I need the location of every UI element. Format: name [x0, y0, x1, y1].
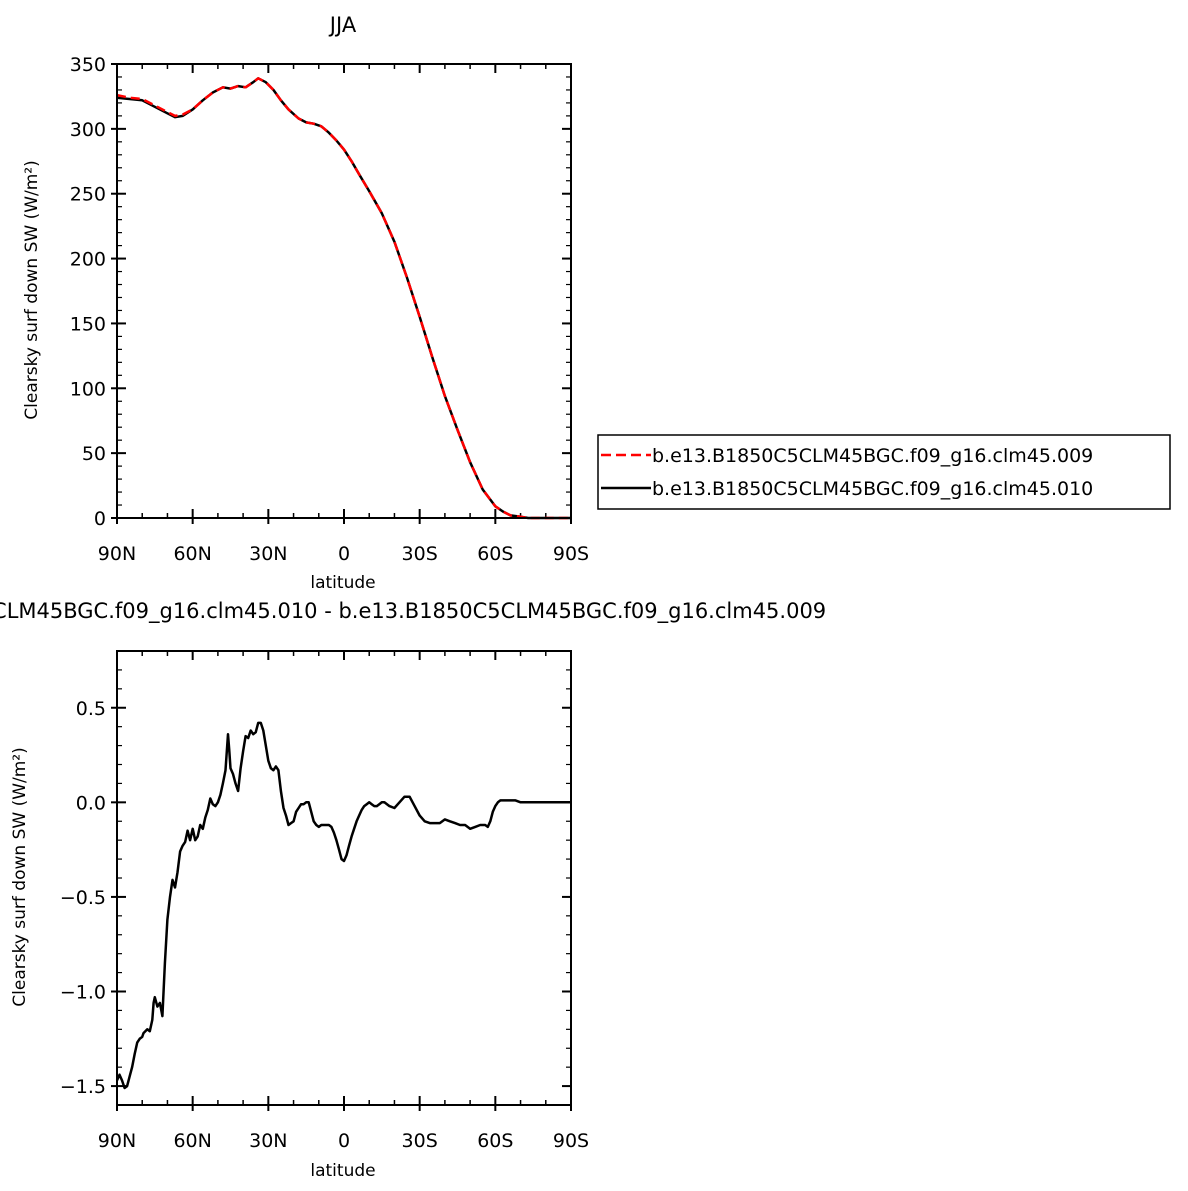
- bottom-panel: b.e13.B1850C5CLM45BGC.f09_g16.clm45.010 …: [0, 599, 826, 1181]
- bottom-series-line-0: [115, 721, 571, 1090]
- top-y-axis-label: Clearsky surf down SW (W/m²): [22, 160, 42, 419]
- top-x-tick-label: 60S: [477, 543, 513, 565]
- top-panel: JJA Clearsky surf down SW (W/m²) latitud…: [22, 13, 1171, 593]
- top-x-axis-label: latitude: [310, 573, 375, 593]
- top-axis-ticks: [111, 63, 572, 524]
- top-x-tick-label: 90N: [98, 543, 136, 565]
- legend-label-010: b.e13.B1850C5CLM45BGC.f09_g16.clm45.010: [652, 478, 1093, 500]
- bottom-y-tick-label: 0.5: [76, 698, 106, 720]
- top-x-tick-label: 30S: [402, 543, 438, 565]
- top-plot-frame: [116, 63, 572, 519]
- legend: b.e13.B1850C5CLM45BGC.f09_g16.clm45.009 …: [597, 434, 1171, 510]
- bottom-axis-ticks: [111, 650, 572, 1111]
- top-series-line-0: [116, 77, 571, 520]
- top-x-tick-label: 60N: [173, 543, 211, 565]
- bottom-chart-title: b.e13.B1850C5CLM45BGC.f09_g16.clm45.010 …: [0, 599, 826, 624]
- bottom-tick-labels: 90N 60N 30N 0 30S 60S 90S −1.5 −1.0 −0.5 0.0 0.5: [60, 698, 589, 1152]
- bottom-y-tick-label: −0.5: [60, 887, 106, 909]
- legend-label-009: b.e13.B1850C5CLM45BGC.f09_g16.clm45.009: [652, 445, 1093, 467]
- bottom-series-lines: [115, 721, 571, 1090]
- bottom-x-tick-label: 30N: [249, 1130, 287, 1152]
- bottom-x-tick-label: 30S: [402, 1130, 438, 1152]
- top-y-tick-label: 50: [82, 443, 106, 465]
- top-y-tick-label: 250: [70, 184, 106, 206]
- bottom-x-tick-label: 60S: [477, 1130, 513, 1152]
- bottom-plot-frame: [116, 650, 572, 1106]
- bottom-x-tick-label: 90N: [98, 1130, 136, 1152]
- top-y-tick-label: 150: [70, 313, 106, 335]
- bottom-x-tick-label: 60N: [173, 1130, 211, 1152]
- bottom-x-axis-label: latitude: [310, 1161, 375, 1181]
- top-tick-labels: 90N 60N 30N 0 30S 60S 90S 0 50 100 150 200 250 300 350: [70, 54, 589, 565]
- top-series-line-1: [116, 77, 571, 520]
- top-x-tick-label: 90S: [553, 543, 589, 565]
- top-y-tick-label: 300: [70, 119, 106, 141]
- top-x-tick-label: 30N: [249, 543, 287, 565]
- top-y-tick-label: 200: [70, 249, 106, 271]
- bottom-y-axis-label: Clearsky surf down SW (W/m²): [10, 747, 30, 1006]
- bottom-y-tick-label: 0.0: [76, 792, 106, 814]
- bottom-y-tick-label: −1.0: [60, 982, 106, 1004]
- top-y-tick-label: 350: [70, 54, 106, 76]
- bottom-y-tick-label: −1.5: [60, 1076, 106, 1098]
- top-y-tick-label: 0: [94, 508, 106, 530]
- top-chart-title: JJA: [328, 13, 357, 37]
- legend-box: [597, 434, 1171, 510]
- top-y-tick-label: 100: [70, 378, 106, 400]
- bottom-x-tick-label: 0: [338, 1130, 350, 1152]
- top-series-lines: [116, 77, 571, 520]
- top-x-tick-label: 0: [338, 543, 350, 565]
- bottom-x-tick-label: 90S: [553, 1130, 589, 1152]
